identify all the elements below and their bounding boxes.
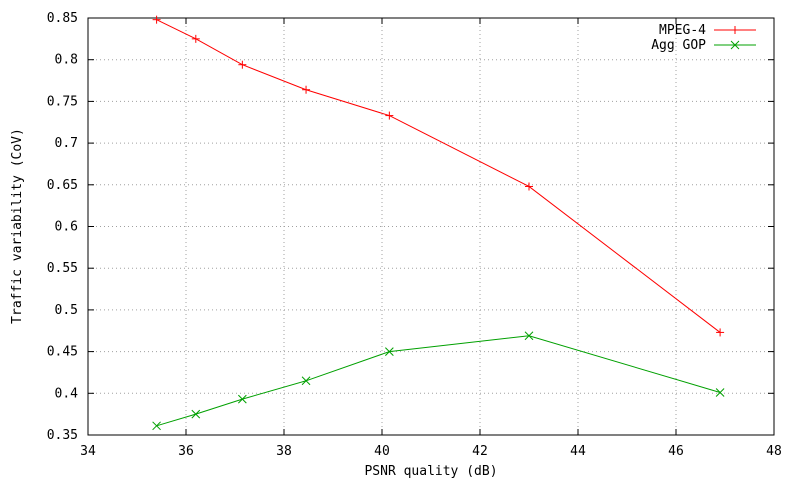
data-point-mpeg-4 bbox=[716, 328, 725, 337]
legend-entry-mpeg-4: MPEG-4 bbox=[659, 23, 756, 38]
y-tick-label: 0.35 bbox=[47, 428, 78, 443]
data-point-agg-gop bbox=[715, 388, 725, 397]
grid bbox=[88, 18, 774, 435]
y-axis-label: Traffic variability (CoV) bbox=[10, 128, 25, 324]
y-tick-label: 0.55 bbox=[47, 261, 78, 276]
x-axis-label: PSNR quality (dB) bbox=[364, 464, 497, 479]
plot-frame bbox=[87, 17, 775, 436]
x-axis: 34 36 38 40 42 44 46 48 bbox=[80, 18, 782, 459]
data-point-agg-gop bbox=[191, 409, 201, 419]
legend-label: MPEG-4 bbox=[659, 23, 706, 38]
x-tick-label: 36 bbox=[178, 444, 194, 459]
y-tick-label: 0.75 bbox=[47, 94, 78, 109]
y-axis: 0.35 0.4 0.45 0.5 0.55 0.6 0.65 0.7 0.75 0.8 0.85 bbox=[47, 11, 774, 443]
series-agg-gop bbox=[152, 331, 725, 431]
x-tick-label: 46 bbox=[668, 444, 684, 459]
series-line-mpeg-4 bbox=[156, 19, 721, 333]
data-point-agg-gop bbox=[384, 347, 394, 356]
data-point-mpeg-4 bbox=[302, 85, 311, 94]
series-mpeg-4 bbox=[152, 15, 725, 337]
series-line-agg-gop bbox=[156, 335, 721, 427]
data-point-agg-gop bbox=[524, 331, 534, 341]
y-tick-label: 0.45 bbox=[47, 345, 78, 360]
y-tick-label: 0.4 bbox=[55, 386, 79, 401]
legend-entry-agg-gop: Agg GOP bbox=[651, 38, 756, 53]
data-point-agg-gop bbox=[152, 421, 161, 431]
data-point-mpeg-4 bbox=[238, 60, 247, 69]
data-point-mpeg-4 bbox=[152, 15, 161, 24]
x-tick-label: 38 bbox=[276, 444, 292, 459]
series bbox=[152, 15, 725, 431]
legend-label: Agg GOP bbox=[651, 38, 706, 53]
x-tick-label: 34 bbox=[80, 444, 96, 459]
y-tick-label: 0.65 bbox=[47, 178, 78, 193]
legend-marker bbox=[730, 40, 740, 50]
y-tick-label: 0.85 bbox=[47, 11, 78, 26]
y-tick-label: 0.5 bbox=[55, 303, 78, 318]
x-tick-label: 40 bbox=[374, 444, 390, 459]
y-tick-label: 0.7 bbox=[55, 136, 78, 151]
data-point-mpeg-4 bbox=[385, 111, 394, 120]
y-tick-label: 0.6 bbox=[55, 220, 78, 235]
data-point-agg-gop bbox=[301, 376, 311, 386]
data-point-agg-gop bbox=[237, 394, 247, 404]
legend-marker bbox=[731, 26, 739, 34]
y-tick-label: 0.8 bbox=[55, 53, 78, 68]
x-tick-label: 42 bbox=[472, 444, 488, 459]
x-tick-label: 44 bbox=[570, 444, 586, 459]
x-tick-label: 48 bbox=[766, 444, 782, 459]
data-point-mpeg-4 bbox=[191, 34, 200, 43]
data-point-mpeg-4 bbox=[525, 182, 533, 191]
